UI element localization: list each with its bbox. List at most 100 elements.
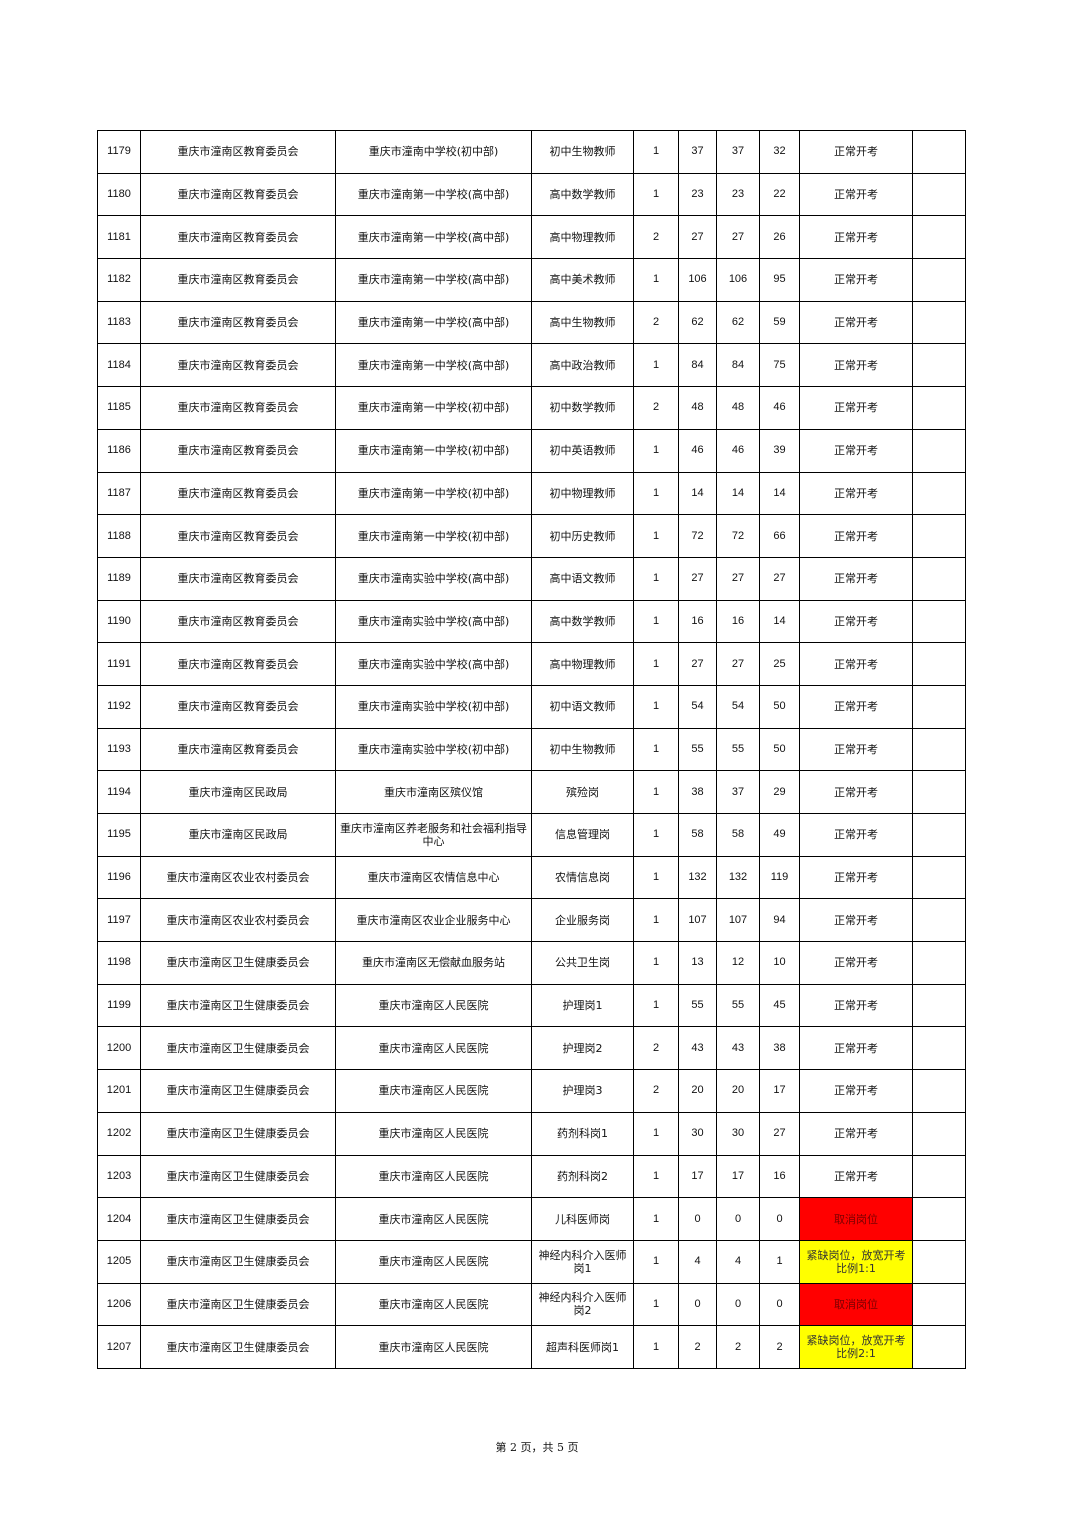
remarks-cell [912, 898, 966, 943]
quota-cell: 1 [633, 770, 679, 814]
applicants-cell: 4 [678, 1239, 717, 1284]
exam-status-cell: 正常开考 [799, 941, 913, 985]
paid-cell: 22 [759, 172, 800, 217]
remarks-cell [912, 130, 966, 174]
qualified-cell: 30 [716, 1111, 760, 1156]
quota-cell: 1 [633, 599, 679, 644]
paid-cell: 66 [759, 514, 800, 558]
qualified-cell: 16 [716, 599, 760, 644]
remarks-cell [912, 684, 966, 729]
applicants-cell: 23 [678, 172, 717, 217]
applicants-cell: 37 [678, 130, 717, 174]
department-cell: 重庆市潼南区教育委员会 [140, 215, 336, 260]
exam-status-cell: 正常开考 [799, 300, 913, 345]
page-footer: 第 2 页，共 5 页 [495, 1441, 579, 1454]
row-number-cell: 1194 [97, 770, 141, 814]
qualified-cell: 20 [716, 1069, 760, 1113]
row-number-cell: 1207 [97, 1325, 141, 1369]
department-cell: 重庆市潼南区卫生健康委员会 [140, 1111, 336, 1156]
employer-cell: 重庆市潼南区人民医院 [335, 1197, 532, 1241]
paid-cell: 17 [759, 1069, 800, 1113]
employer-cell: 重庆市潼南实验中学校(高中部) [335, 642, 532, 686]
position-cell: 高中数学教师 [531, 172, 634, 217]
row-number-cell: 1188 [97, 514, 141, 558]
row-number-cell: 1183 [97, 300, 141, 345]
row-number-cell: 1195 [97, 813, 141, 857]
position-cell: 高中数学教师 [531, 599, 634, 644]
qualified-cell: 0 [716, 1282, 760, 1327]
applicants-cell: 27 [678, 642, 717, 686]
paid-cell: 46 [759, 386, 800, 430]
row-number-cell: 1189 [97, 556, 141, 601]
quota-cell: 1 [633, 130, 679, 174]
position-cell: 初中生物教师 [531, 727, 634, 772]
employer-cell: 重庆市潼南区人民医院 [335, 1282, 532, 1327]
employer-cell: 重庆市潼南实验中学校(高中部) [335, 599, 532, 644]
department-cell: 重庆市潼南区卫生健康委员会 [140, 983, 336, 1028]
applicants-cell: 46 [678, 428, 717, 473]
paid-cell: 50 [759, 727, 800, 772]
table-row: 1206 重庆市潼南区卫生健康委员会 重庆市潼南区人民医院 神经内科介入医师岗2 1 0 0… [97, 1282, 966, 1327]
applicants-cell: 58 [678, 813, 717, 857]
row-number-cell: 1187 [97, 471, 141, 516]
paid-cell: 38 [759, 1026, 800, 1071]
quota-cell: 1 [633, 855, 679, 900]
remarks-cell [912, 556, 966, 601]
applicants-cell: 106 [678, 258, 717, 302]
applicants-cell: 0 [678, 1282, 717, 1327]
paid-cell: 27 [759, 1111, 800, 1156]
paid-cell: 119 [759, 855, 800, 900]
remarks-cell [912, 471, 966, 516]
table-row: 1200 重庆市潼南区卫生健康委员会 重庆市潼南区人民医院 护理岗2 2 43 43 38 正常… [97, 1026, 966, 1071]
employer-cell: 重庆市潼南区无偿献血服务站 [335, 941, 532, 985]
qualified-cell: 48 [716, 386, 760, 430]
exam-status-cell: 正常开考 [799, 215, 913, 260]
table-row: 1202 重庆市潼南区卫生健康委员会 重庆市潼南区人民医院 药剂科岗1 1 30 30 27 正… [97, 1111, 966, 1156]
row-number-cell: 1199 [97, 983, 141, 1028]
quota-cell: 1 [633, 941, 679, 985]
applicants-cell: 43 [678, 1026, 717, 1071]
row-number-cell: 1192 [97, 684, 141, 729]
quota-cell: 1 [633, 1111, 679, 1156]
applicants-cell: 20 [678, 1069, 717, 1113]
table-row: 1191 重庆市潼南区教育委员会 重庆市潼南实验中学校(高中部) 高中物理教师 1 27 2… [97, 642, 966, 686]
remarks-cell [912, 983, 966, 1028]
remarks-cell [912, 813, 966, 857]
department-cell: 重庆市潼南区卫生健康委员会 [140, 1197, 336, 1241]
row-number-cell: 1184 [97, 343, 141, 388]
exam-status-cell: 正常开考 [799, 599, 913, 644]
qualified-cell: 72 [716, 514, 760, 558]
remarks-cell [912, 1197, 966, 1241]
applicants-cell: 13 [678, 941, 717, 985]
employer-cell: 重庆市潼南区人民医院 [335, 1069, 532, 1113]
position-cell: 药剂科岗2 [531, 1154, 634, 1199]
exam-status-cell: 正常开考 [799, 770, 913, 814]
position-cell: 初中历史教师 [531, 514, 634, 558]
employer-cell: 重庆市潼南区养老服务和社会福利指导中心 [335, 813, 532, 857]
table-row: 1195 重庆市潼南区民政局 重庆市潼南区养老服务和社会福利指导中心 信息管理岗 1 58… [97, 813, 966, 857]
quota-cell: 1 [633, 898, 679, 943]
employer-cell: 重庆市潼南第一中学校(初中部) [335, 386, 532, 430]
paid-cell: 25 [759, 642, 800, 686]
position-cell: 初中英语教师 [531, 428, 634, 473]
quota-cell: 1 [633, 727, 679, 772]
exam-status-cell: 正常开考 [799, 898, 913, 943]
exam-status-cell: 正常开考 [799, 1154, 913, 1199]
employer-cell: 重庆市潼南第一中学校(初中部) [335, 428, 532, 473]
qualified-cell: 58 [716, 813, 760, 857]
qualified-cell: 107 [716, 898, 760, 943]
department-cell: 重庆市潼南区卫生健康委员会 [140, 1069, 336, 1113]
exam-status-cell: 取消岗位 [799, 1282, 913, 1327]
employer-cell: 重庆市潼南实验中学校(初中部) [335, 684, 532, 729]
employer-cell: 重庆市潼南实验中学校(初中部) [335, 727, 532, 772]
exam-status-cell: 正常开考 [799, 983, 913, 1028]
applicants-cell: 27 [678, 215, 717, 260]
paid-cell: 50 [759, 684, 800, 729]
quota-cell: 1 [633, 514, 679, 558]
paid-cell: 49 [759, 813, 800, 857]
department-cell: 重庆市潼南区农业农村委员会 [140, 898, 336, 943]
position-cell: 农情信息岗 [531, 855, 634, 900]
table-row: 1203 重庆市潼南区卫生健康委员会 重庆市潼南区人民医院 药剂科岗2 1 17 17 16 正… [97, 1154, 966, 1199]
position-cell: 初中生物教师 [531, 130, 634, 174]
remarks-cell [912, 300, 966, 345]
